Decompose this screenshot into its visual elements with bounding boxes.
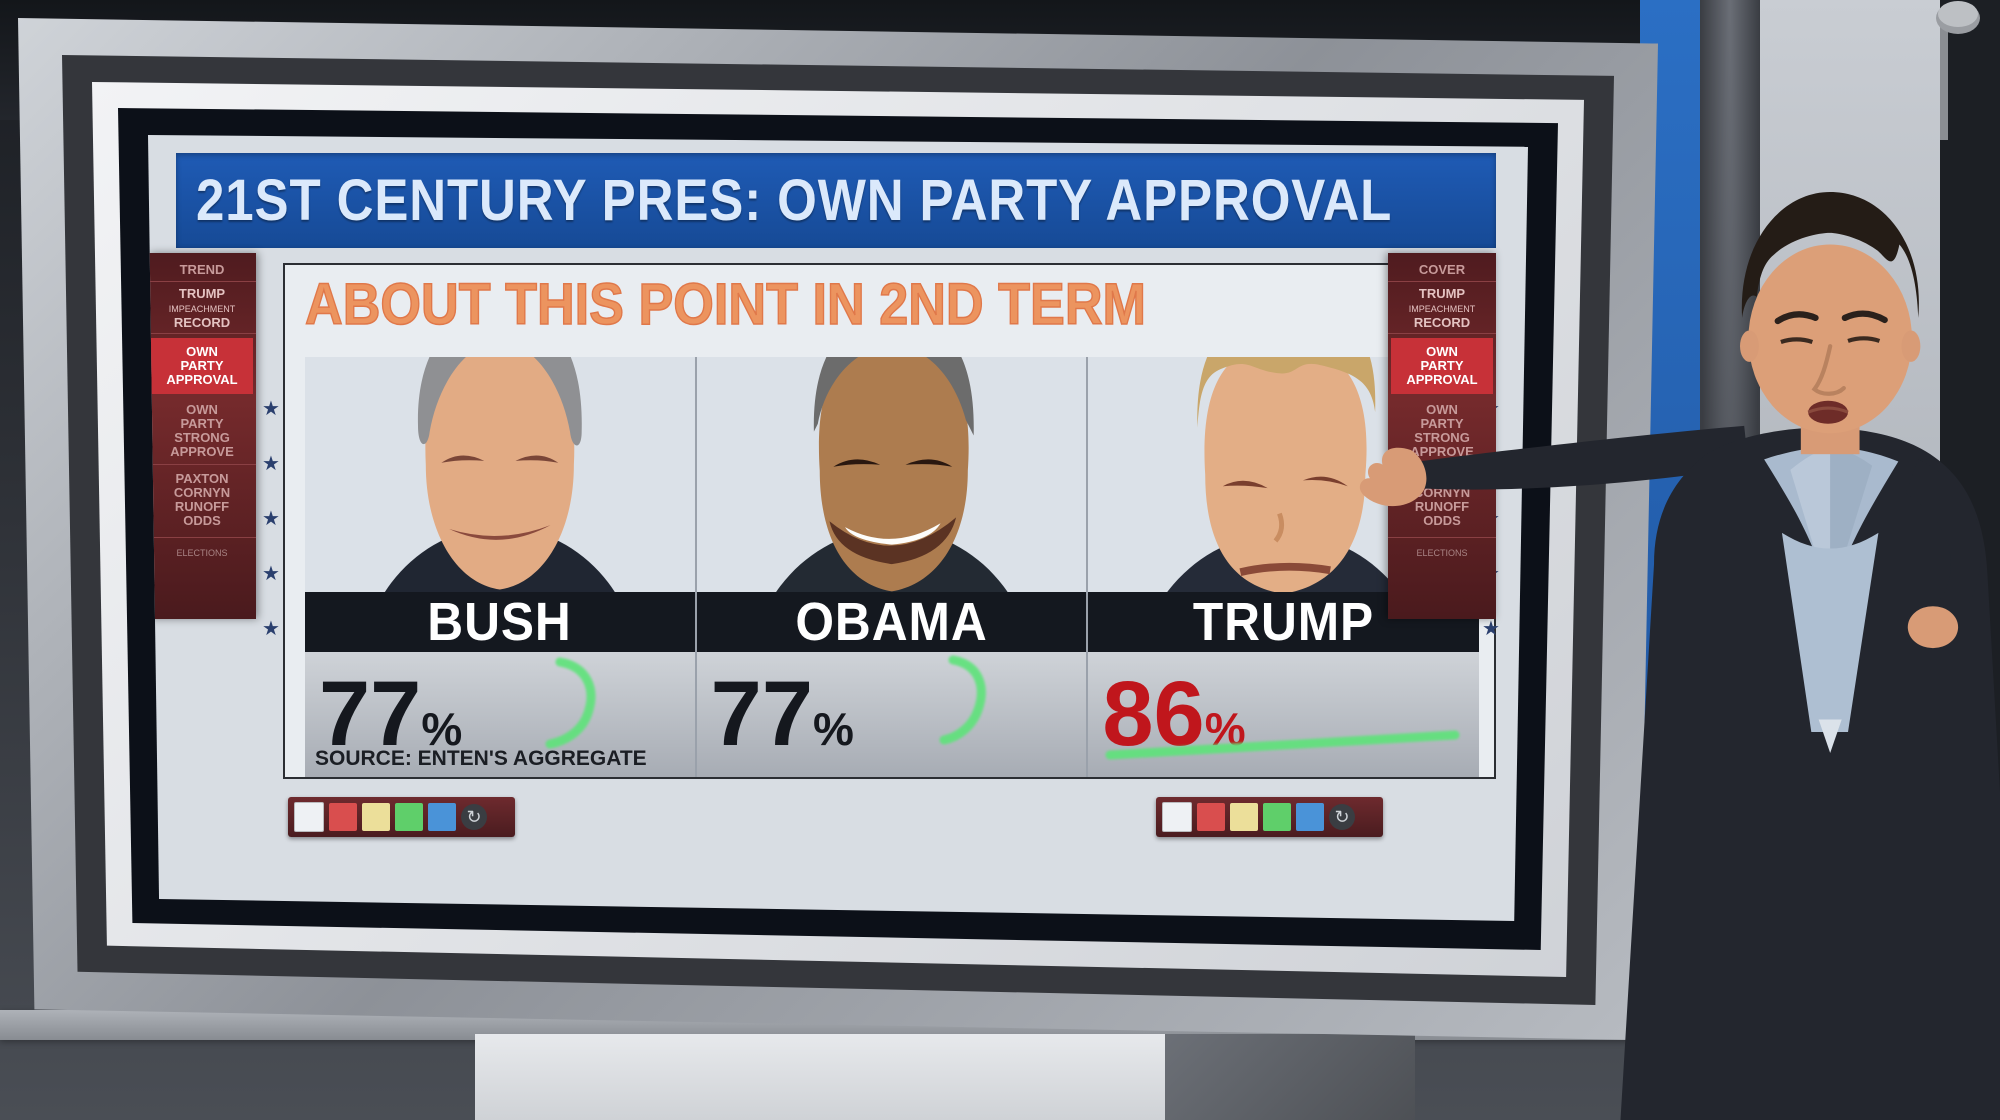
- svg-text:★: ★: [263, 618, 279, 640]
- svg-text:★: ★: [263, 508, 279, 530]
- svg-text:★: ★: [263, 453, 279, 475]
- svg-text:★: ★: [263, 563, 279, 585]
- svg-text:★: ★: [263, 398, 279, 420]
